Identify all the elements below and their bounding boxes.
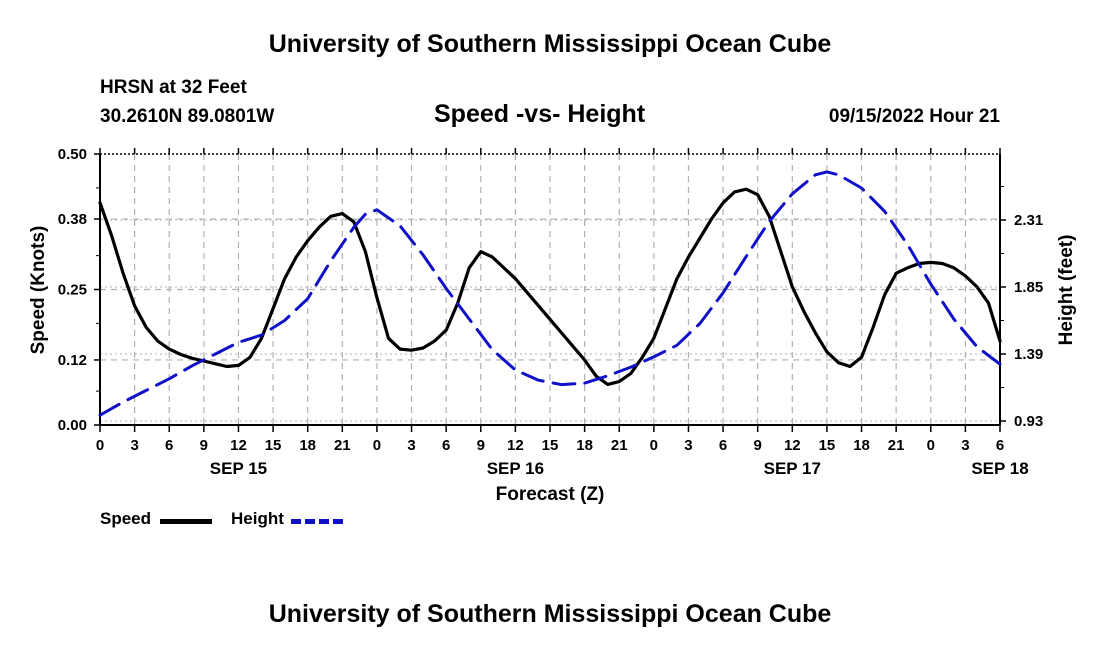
y-left-tick-label: 0.25 — [58, 282, 87, 299]
chart-subtitle: Speed -vs- Height — [434, 100, 646, 128]
x-tick-label: 9 — [477, 437, 485, 454]
x-tick-label: 18 — [299, 437, 316, 454]
station-name: HRSN at 32 Feet — [100, 77, 247, 98]
x-tick-label: 12 — [230, 437, 247, 454]
x-tick-label: 21 — [611, 437, 628, 454]
x-tick-label: 0 — [927, 437, 935, 454]
legend-speed-swatch — [160, 519, 212, 524]
x-tick-label: 9 — [754, 437, 762, 454]
y-right-tick-label: 0.93 — [1014, 413, 1043, 430]
series-line-height — [98, 170, 1002, 417]
y-left-axis-title: Speed (Knots) — [28, 226, 49, 355]
x-tick-label: 3 — [130, 437, 138, 454]
x-tick-label: 15 — [265, 437, 282, 454]
x-tick-label: 0 — [373, 437, 381, 454]
legend-height-label: Height — [231, 509, 284, 528]
y-right-tick-label: 1.85 — [1014, 279, 1043, 296]
legend-speed-label: Speed — [100, 509, 152, 528]
x-tick-label: 6 — [719, 437, 727, 454]
y-left-tick-label: 0.12 — [58, 352, 87, 369]
x-tick-label: 9 — [200, 437, 208, 454]
x-tick-label: 0 — [650, 437, 658, 454]
series-line-speed — [98, 187, 1002, 386]
y-left-tick-label: 0.00 — [58, 417, 87, 434]
x-tick-label: 3 — [684, 437, 692, 454]
x-tick-label: 3 — [407, 437, 415, 454]
forecast-datetime: 09/15/2022 Hour 21 — [828, 106, 1000, 127]
y-left-tick-label: 0.38 — [58, 211, 87, 228]
x-tick-label: 21 — [334, 437, 351, 454]
x-tick-label: 12 — [507, 437, 524, 454]
x-tick-label: 3 — [961, 437, 969, 454]
page-title-top: University of Southern Mississippi Ocean… — [268, 30, 832, 58]
x-tick-label: 6 — [442, 437, 450, 454]
station-location: 30.2610N 89.0801W — [100, 106, 275, 127]
x-tick-label: 15 — [542, 437, 559, 454]
legend-height-swatch — [291, 519, 343, 524]
x-tick-label: 18 — [576, 437, 593, 454]
y-right-tick-label: 2.31 — [1014, 212, 1043, 229]
date-label: SEP 16 — [487, 459, 544, 478]
x-tick-label: 0 — [96, 437, 104, 454]
date-label: SEP 18 — [971, 459, 1028, 478]
x-tick-label: 15 — [819, 437, 836, 454]
date-label: SEP 15 — [210, 459, 267, 478]
date-label: SEP 17 — [764, 459, 821, 478]
page-title-bottom: University of Southern Mississippi Ocean… — [268, 600, 832, 628]
x-tick-label: 18 — [853, 437, 870, 454]
x-axis-title: Forecast (Z) — [496, 484, 605, 505]
y-left-tick-label: 0.50 — [58, 146, 87, 163]
y-right-tick-label: 1.39 — [1014, 346, 1043, 363]
x-tick-label: 21 — [888, 437, 905, 454]
x-tick-label: 6 — [165, 437, 173, 454]
x-tick-label: 6 — [996, 437, 1004, 454]
x-tick-label: 12 — [784, 437, 801, 454]
y-right-axis-title: Height (feet) — [1056, 235, 1077, 346]
